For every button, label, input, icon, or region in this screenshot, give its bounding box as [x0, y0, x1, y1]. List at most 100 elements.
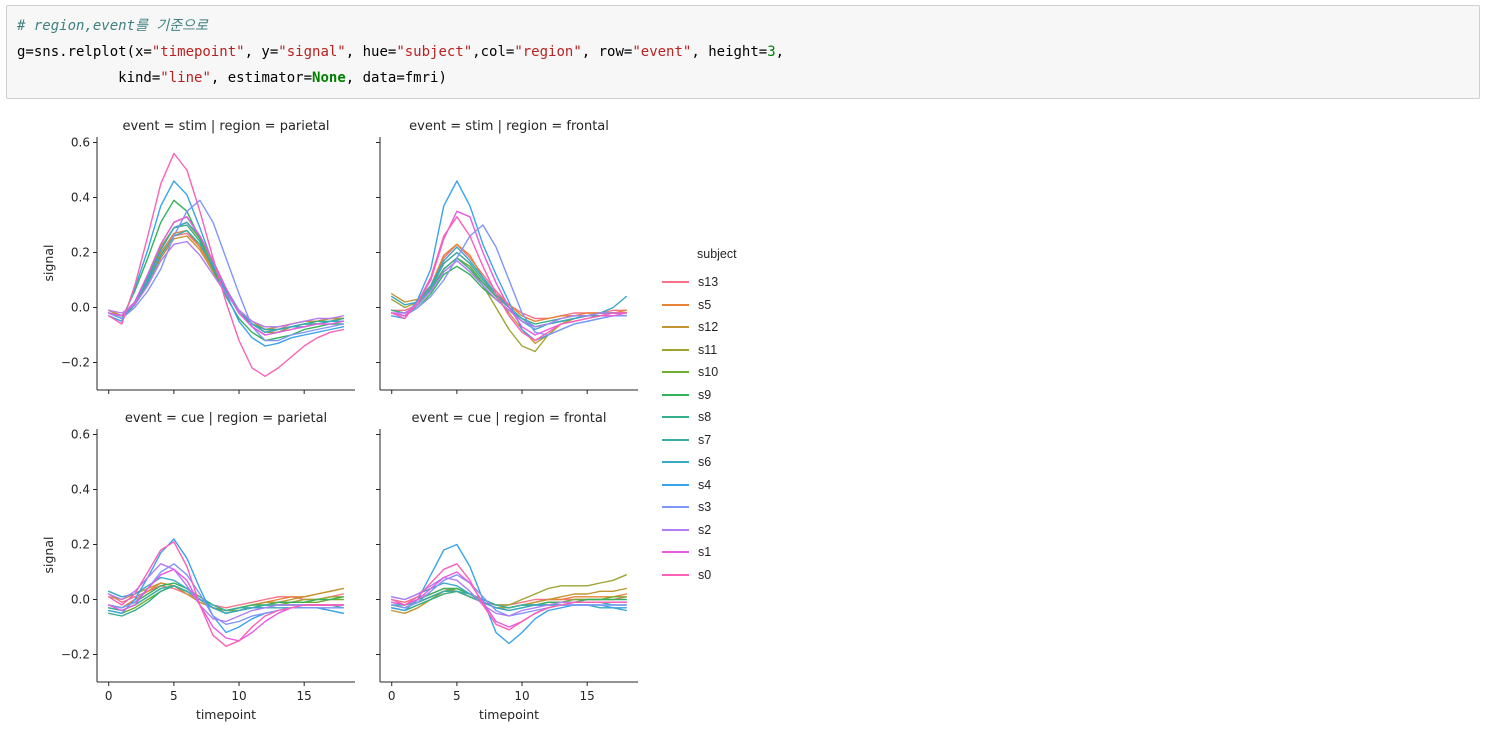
legend-label: s9	[698, 387, 712, 402]
legend-label: s3	[698, 500, 712, 515]
code-line: kind="line", estimator=None, data=fmri)	[17, 70, 447, 86]
code-line: g=sns.relplot(x="timepoint", y="signal",…	[17, 44, 785, 60]
series-line-s8	[107, 224, 344, 334]
facet-title: event = stim | region = frontal	[409, 119, 609, 134]
series-line-s2	[107, 240, 344, 328]
facet-plot-stim-parietal: event = stim | region = parietal signal …	[41, 119, 355, 394]
legend-label: s2	[698, 522, 712, 537]
legend-label: s8	[698, 410, 712, 425]
legend-line-swatch	[662, 326, 689, 329]
legend-item: s4	[662, 474, 737, 497]
figure-output: event = stim | region = parietal signal …	[41, 117, 1486, 725]
legend-item: s11	[662, 339, 737, 362]
legend-item: s0	[662, 564, 737, 587]
legend-label: s13	[698, 275, 719, 290]
facet-title: event = stim | region = parietal	[122, 119, 329, 134]
legend-item: s9	[662, 384, 737, 407]
y-tick-label: −0.2	[61, 648, 90, 662]
facet-grid: event = stim | region = parietal signal …	[41, 117, 644, 725]
x-tick-label: 15	[297, 689, 312, 703]
code-lines: # region,event를 기준으로 g=sns.relplot(x="tim…	[17, 13, 1469, 91]
x-tick-label: 10	[231, 689, 246, 703]
y-axis-label: signal	[41, 245, 56, 282]
legend-item: s7	[662, 429, 737, 452]
legend-item: s6	[662, 451, 737, 474]
legend-label: s10	[698, 365, 719, 380]
legend-line-swatch	[662, 528, 689, 531]
series-line-s3	[107, 199, 344, 342]
x-tick-label: 5	[170, 689, 178, 703]
facet-plot-cue-parietal: event = cue | region = parietal signal t…	[41, 411, 355, 722]
legend-item: s10	[662, 361, 737, 384]
facet-title: event = cue | region = frontal	[412, 411, 607, 426]
y-tick-label: 0.2	[71, 538, 90, 552]
x-axis-label: timepoint	[479, 707, 539, 722]
series-line-s0	[391, 216, 627, 342]
legend-line-swatch	[662, 573, 689, 576]
legend-line-swatch	[662, 393, 689, 396]
legend-line-swatch	[662, 371, 689, 374]
x-tick-label: 5	[453, 689, 461, 703]
legend-item: s3	[662, 496, 737, 519]
legend-label: s5	[698, 297, 712, 312]
legend-line-swatch	[662, 281, 689, 284]
y-tick-label: 0.2	[71, 246, 90, 260]
legend-label: s12	[698, 320, 719, 335]
y-tick-label: 0.4	[71, 191, 90, 205]
facet-plot-cue-frontal: event = cue | region = frontal timepoint…	[376, 411, 638, 722]
y-axis-label: signal	[41, 537, 56, 574]
series-line-s5	[107, 229, 344, 331]
x-tick-label: 0	[105, 689, 113, 703]
legend-label: s6	[698, 455, 712, 470]
series-line-s0	[391, 563, 627, 631]
legend-line-swatch	[662, 551, 689, 554]
facet-plot-stim-frontal: event = stim | region = frontal	[376, 119, 638, 394]
legend-item: s8	[662, 406, 737, 429]
legend-item: s5	[662, 294, 737, 317]
facet-title: event = cue | region = parietal	[125, 411, 327, 426]
x-tick-label: 10	[514, 689, 529, 703]
y-tick-label: 0.6	[71, 136, 90, 150]
series-line-s9	[107, 199, 344, 342]
series-line-s4	[107, 538, 344, 634]
legend-item: s1	[662, 541, 737, 564]
legend-line-swatch	[662, 461, 689, 464]
series-line-s3	[391, 224, 627, 336]
x-tick-label: 15	[580, 689, 595, 703]
legend-label: s0	[698, 567, 712, 582]
legend-entries: s13 s5 s12 s11 s10 s9 s8 s7 s6 s4 s3 s2 s1 s0	[662, 271, 737, 586]
legend-line-swatch	[662, 438, 689, 441]
series-line-s6	[107, 221, 344, 334]
y-tick-label: 0.4	[71, 483, 90, 497]
legend-line-swatch	[662, 348, 689, 351]
legend-title: subject	[697, 247, 737, 261]
series-line-s9	[107, 582, 344, 612]
notebook-page: # region,event를 기준으로 g=sns.relplot(x="tim…	[0, 5, 1486, 725]
legend-label: s11	[698, 342, 718, 357]
y-tick-label: −0.2	[61, 356, 90, 370]
legend-line-swatch	[662, 483, 689, 486]
legend-label: s1	[698, 545, 712, 560]
legend-item: s12	[662, 316, 737, 339]
series-line-s1	[107, 216, 344, 336]
x-tick-label: 0	[388, 689, 396, 703]
series-line-s10	[107, 216, 344, 336]
y-tick-label: 0.6	[71, 428, 90, 442]
y-tick-label: 0.0	[71, 593, 90, 607]
y-tick-label: 0.0	[71, 301, 90, 315]
legend-item: s13	[662, 271, 737, 294]
series-line-s0	[107, 541, 344, 648]
legend-item: s2	[662, 519, 737, 542]
series-line-s0	[107, 152, 344, 377]
legend-label: s7	[698, 432, 712, 447]
x-axis-label: timepoint	[196, 707, 256, 722]
legend-line-swatch	[662, 506, 689, 509]
series-line-s7	[107, 229, 344, 331]
legend-line-swatch	[662, 303, 689, 306]
legend: subject s13 s5 s12 s11 s10 s9 s8 s7 s6 s4 s3 s2 s1 s0	[662, 247, 737, 725]
legend-label: s4	[698, 477, 712, 492]
code-cell-input[interactable]: # region,event를 기준으로 g=sns.relplot(x="tim…	[6, 5, 1480, 99]
series-line-s11	[107, 221, 344, 334]
code-line: # region,event를 기준으로	[17, 18, 208, 34]
series-line-s2	[391, 260, 627, 328]
